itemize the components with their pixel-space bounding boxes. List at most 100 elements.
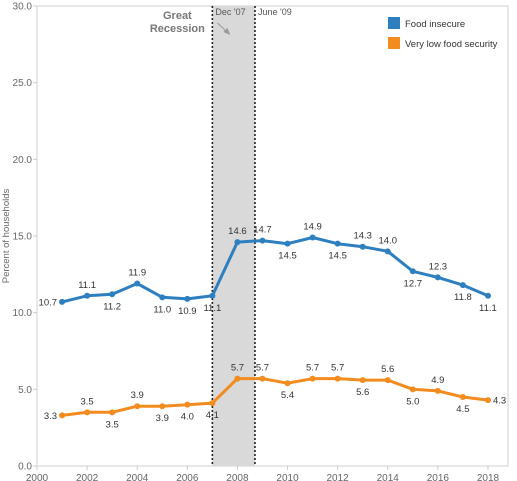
- data-point: [409, 268, 416, 275]
- plot-background: [36, 5, 509, 467]
- data-point: [234, 239, 241, 246]
- data-point: [309, 375, 316, 382]
- x-tick-label: 2016: [427, 473, 450, 481]
- legend: Food insecure Very low food security: [388, 17, 498, 50]
- x-tick-label: 2000: [26, 473, 49, 481]
- data-label: 11.1: [203, 303, 221, 314]
- x-tick-label: 2012: [327, 473, 350, 481]
- data-label: 3.5: [106, 419, 119, 430]
- y-tick-label: 10.0: [13, 308, 33, 319]
- legend-label: Very low food security: [405, 39, 498, 50]
- y-tick-label: 15.0: [13, 232, 33, 243]
- data-point: [309, 234, 316, 241]
- recession-shading: [212, 6, 255, 466]
- y-axis-title: Percent of households: [1, 188, 12, 283]
- data-point: [409, 386, 416, 393]
- plot-frame: [36, 5, 509, 467]
- data-label: 12.3: [429, 261, 448, 272]
- data-label: 14.0: [378, 235, 397, 246]
- legend-swatch: [388, 37, 400, 49]
- data-label: 14.5: [328, 251, 347, 262]
- data-label: 5.4: [281, 390, 294, 401]
- legend-swatch: [388, 17, 400, 29]
- recession-title-line2: Recession: [150, 23, 205, 35]
- y-tick-label: 0.0: [18, 462, 32, 473]
- data-label: 14.9: [303, 222, 322, 233]
- data-label: 11.0: [153, 304, 171, 315]
- data-label: 5.6: [381, 364, 394, 375]
- data-point: [384, 248, 391, 255]
- data-label: 5.7: [231, 363, 244, 374]
- data-point: [159, 294, 166, 301]
- series-line-0: [60, 236, 490, 304]
- data-point: [259, 237, 266, 244]
- series-line-1: [60, 377, 490, 417]
- data-label: 14.5: [278, 251, 297, 262]
- data-labels: 10.7 11.1 11.2 11.9 11.0 10.9 11.1 14.6 14.7 14.5…: [39, 222, 507, 431]
- data-point: [209, 400, 216, 407]
- data-label: 14.6: [228, 226, 247, 237]
- series-lines: [59, 234, 491, 419]
- x-tick-label: 2008: [226, 473, 249, 481]
- recession-start-label: Dec '07: [215, 7, 245, 17]
- data-label: 11.1: [78, 280, 96, 291]
- data-point: [359, 377, 366, 384]
- x-tick-label: 2004: [126, 473, 149, 481]
- data-point: [459, 394, 466, 400]
- data-point: [84, 292, 91, 299]
- data-point: [484, 292, 491, 299]
- data-label: 11.9: [128, 268, 146, 279]
- data-label: 4.5: [456, 404, 469, 415]
- data-label: 11.2: [103, 301, 121, 312]
- data-label: 4.9: [431, 375, 444, 386]
- data-point: [234, 375, 241, 382]
- data-label: 10.9: [178, 306, 197, 317]
- data-point: [59, 298, 66, 305]
- data-point: [484, 397, 491, 404]
- data-label: 4.1: [206, 410, 219, 421]
- data-label: 4.0: [181, 412, 194, 423]
- data-label: 10.7: [39, 297, 58, 308]
- data-point: [134, 280, 141, 287]
- x-tick-label: 2006: [176, 473, 199, 481]
- data-point: [109, 291, 116, 298]
- data-point: [184, 295, 191, 302]
- data-label: 12.7: [404, 278, 423, 289]
- data-label: 5.0: [406, 396, 419, 407]
- data-label: 4.3: [493, 396, 506, 407]
- data-point: [434, 387, 441, 394]
- axes: 0.0 5.0 10.0 15.0 20.0 25.0 30.0 2000 2002 2004 20…: [1, 2, 500, 481]
- data-point: [284, 240, 291, 247]
- data-label: 3.5: [80, 396, 93, 407]
- y-tick-label: 25.0: [13, 78, 33, 89]
- data-label: 11.1: [479, 303, 497, 314]
- data-label: 5.7: [331, 363, 344, 374]
- data-point: [159, 403, 166, 410]
- data-label: 5.7: [306, 363, 319, 374]
- data-point: [109, 409, 116, 416]
- data-label: 14.7: [253, 225, 272, 236]
- y-tick-label: 30.0: [13, 2, 33, 13]
- data-label: 3.3: [44, 411, 57, 422]
- recession-arrow-head: [223, 28, 231, 35]
- y-tick-label: 5.0: [18, 385, 32, 396]
- data-point: [334, 240, 341, 247]
- data-label: 11.8: [454, 292, 472, 303]
- data-point: [184, 401, 191, 408]
- data-point: [434, 274, 441, 281]
- data-point: [334, 375, 341, 382]
- x-tick-label: 2014: [377, 473, 400, 481]
- recession-end-label: June '09: [258, 7, 292, 17]
- data-label: 3.9: [156, 413, 169, 424]
- legend-label: Food insecure: [405, 19, 465, 30]
- recession-title-line1: Great: [163, 10, 192, 22]
- x-tick-label: 2010: [276, 473, 299, 481]
- data-point: [359, 243, 366, 250]
- data-point: [459, 282, 466, 289]
- data-point: [209, 292, 216, 299]
- data-point: [284, 380, 291, 387]
- y-tick-label: 20.0: [13, 155, 33, 166]
